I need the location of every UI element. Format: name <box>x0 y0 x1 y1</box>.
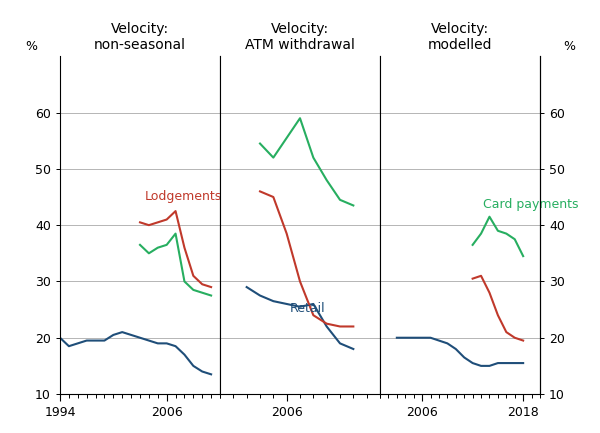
Text: Card payments: Card payments <box>483 198 578 211</box>
Title: Velocity:
ATM withdrawal: Velocity: ATM withdrawal <box>245 22 355 52</box>
Text: Lodgements: Lodgements <box>145 190 221 203</box>
Text: %: % <box>563 40 575 53</box>
Title: Velocity:
non-seasonal: Velocity: non-seasonal <box>94 22 186 52</box>
Text: Retail: Retail <box>289 302 325 315</box>
Text: %: % <box>25 40 37 53</box>
Title: Velocity:
modelled: Velocity: modelled <box>428 22 492 52</box>
